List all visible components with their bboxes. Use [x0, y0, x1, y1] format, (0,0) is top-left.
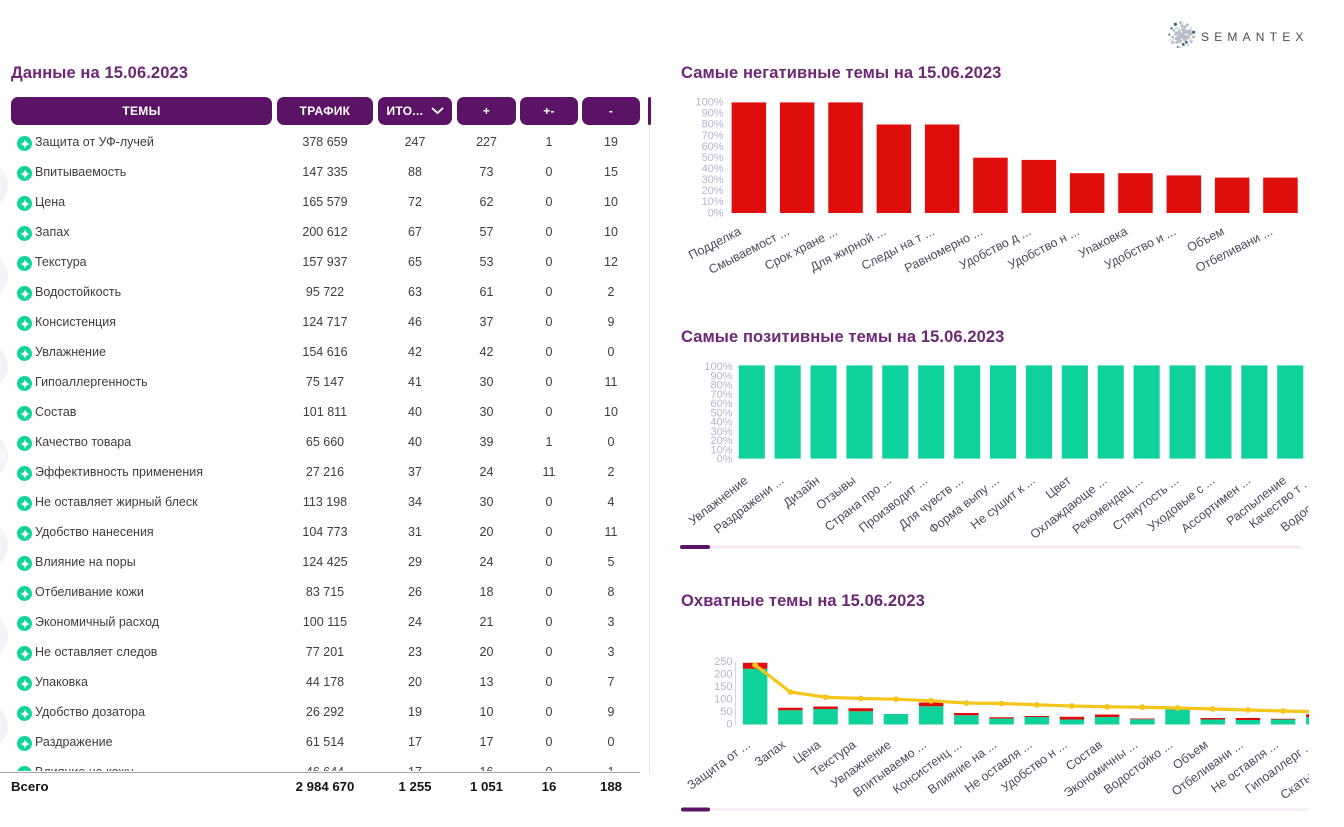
svg-text:70%: 70% — [702, 130, 724, 142]
svg-text:30%: 30% — [702, 174, 724, 186]
svg-text:Скатываемость: Скатываемость — [1278, 738, 1344, 803]
svg-text:10%: 10% — [710, 444, 732, 456]
svg-text:Смываемост ...: Смываемост ... — [706, 224, 791, 277]
svg-text:100%: 100% — [704, 361, 732, 373]
svg-text:50%: 50% — [702, 152, 724, 164]
svg-text:70%: 70% — [710, 389, 732, 401]
svg-text:20%: 20% — [702, 185, 724, 197]
svg-text:50: 50 — [720, 706, 732, 718]
svg-text:90%: 90% — [702, 108, 724, 120]
svg-text:20%: 20% — [710, 435, 732, 447]
svg-text:100%: 100% — [695, 97, 723, 109]
svg-text:60%: 60% — [710, 398, 732, 410]
svg-text:250: 250 — [714, 656, 732, 668]
svg-text:40%: 40% — [710, 417, 732, 429]
svg-text:SEMANTEX: SEMANTEX — [1201, 30, 1309, 44]
svg-text:60%: 60% — [702, 141, 724, 153]
svg-text:100: 100 — [714, 694, 732, 706]
svg-text:80%: 80% — [702, 119, 724, 131]
svg-text:40%: 40% — [702, 163, 724, 175]
svg-text:0: 0 — [726, 719, 732, 731]
svg-text:150: 150 — [714, 681, 732, 693]
svg-text:90%: 90% — [710, 370, 732, 382]
svg-text:Защита от ...: Защита от ... — [685, 738, 753, 793]
svg-text:10%: 10% — [702, 196, 724, 208]
svg-text:200: 200 — [714, 669, 732, 681]
svg-text:Не сушит к ...: Не сушит к ... — [968, 473, 1038, 532]
svg-text:0%: 0% — [717, 454, 733, 466]
svg-text:30%: 30% — [710, 426, 732, 438]
svg-text:Запах: Запах — [752, 737, 789, 769]
svg-text:50%: 50% — [710, 407, 732, 419]
svg-text:80%: 80% — [710, 380, 732, 392]
svg-text:0%: 0% — [708, 207, 724, 219]
